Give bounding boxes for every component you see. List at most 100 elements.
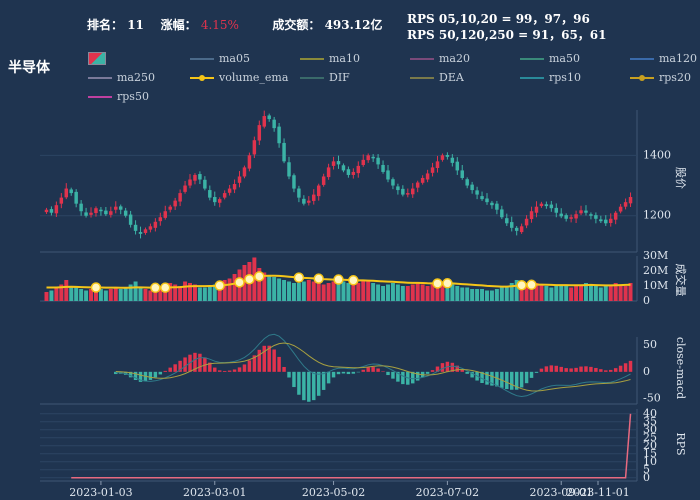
candle-body: [252, 140, 257, 155]
legend-item-ma250[interactable]: ma250: [88, 71, 155, 84]
macd-histogram-bar: [213, 367, 217, 372]
macd-histogram-bar: [302, 371, 306, 401]
volume-bar: [420, 284, 425, 301]
macd-histogram-bar: [628, 360, 633, 372]
volume-ema-marker: [234, 277, 245, 288]
macd-histogram-bar: [623, 363, 628, 372]
volume-bar: [475, 289, 480, 301]
candle-body: [500, 209, 504, 218]
macd-histogram-bar: [232, 369, 237, 372]
volume-ema-marker: [313, 273, 324, 284]
candle-body: [529, 211, 534, 220]
macd-histogram-bar: [247, 360, 252, 372]
volume-bar: [390, 283, 395, 301]
macd-histogram-bar: [584, 366, 588, 372]
volume-bar: [287, 281, 291, 301]
candle-body: [356, 165, 361, 174]
candle-body: [138, 232, 143, 234]
volume-bar: [79, 289, 84, 301]
rps-tick-label: 5: [643, 463, 650, 476]
volume-bar: [450, 284, 455, 301]
candle-body: [455, 161, 460, 171]
legend-item-volume_ema[interactable]: volume_ema: [190, 71, 288, 84]
macd-histogram-bar: [505, 371, 509, 390]
price-tick-label: 1400: [643, 148, 671, 161]
volume-bar: [376, 284, 381, 301]
candle-body: [64, 188, 69, 198]
volume-ema-marker: [432, 278, 443, 289]
macd-histogram-bar: [554, 365, 559, 372]
candle-body: [99, 209, 103, 212]
candle-body: [336, 161, 341, 165]
macd-histogram-bar: [613, 368, 618, 372]
volume-tick-label: 20M: [643, 264, 668, 277]
legend-swatch: [190, 74, 214, 81]
candle-body: [460, 170, 464, 178]
volume-bar: [207, 286, 212, 301]
volume-bar: [103, 290, 108, 301]
volume-bar: [222, 280, 227, 301]
volume-bar: [232, 274, 237, 301]
macd-histogram-bar: [579, 366, 583, 372]
volume-bar: [301, 281, 306, 301]
candle-body: [475, 190, 479, 195]
macd-histogram-bar: [608, 369, 613, 372]
candle-body: [237, 176, 242, 183]
legend-item-ma20[interactable]: ma20: [410, 52, 470, 65]
volume-bar: [445, 283, 450, 301]
legend-item-rps10[interactable]: rps10: [520, 71, 581, 84]
legend-item-rps50[interactable]: rps50: [88, 90, 149, 103]
candle-body: [415, 182, 420, 188]
legend-item-ma10[interactable]: ma10: [300, 52, 360, 65]
volume-bar: [113, 287, 118, 301]
volume-bar: [197, 287, 202, 301]
legend-swatch: [300, 76, 324, 79]
volume-bar: [108, 289, 113, 301]
macd-histogram-bar: [227, 370, 232, 372]
candle-body: [425, 173, 430, 180]
legend-swatch: [520, 76, 544, 79]
volume-bar: [98, 289, 103, 301]
legend-item-DEA[interactable]: DEA: [410, 71, 464, 84]
macd-histogram-bar: [519, 371, 524, 388]
legend-swatch: [88, 76, 112, 79]
macd-histogram-bar: [396, 371, 400, 382]
macd-histogram-bar: [148, 371, 153, 380]
candle-body: [198, 174, 202, 180]
macd-dif-line: [115, 333, 631, 398]
macd-histogram-bar: [425, 371, 430, 374]
legend-item-rps20[interactable]: rps20: [630, 71, 691, 84]
legend-item-ma50[interactable]: ma50: [520, 52, 580, 65]
volume-bar: [405, 286, 410, 301]
candle-body: [579, 210, 583, 214]
legend-item-candle[interactable]: [88, 52, 106, 65]
volume-bar: [133, 281, 138, 301]
volume-bar: [559, 284, 564, 301]
legend-swatch: [190, 57, 214, 60]
volume-bar: [202, 287, 207, 301]
volume-ema-marker: [333, 274, 344, 285]
volume-bar: [118, 289, 123, 301]
rps50-line: [71, 413, 632, 479]
legend-item-ma120[interactable]: ma120: [630, 52, 697, 65]
macd-histogram-bar: [529, 371, 534, 378]
macd-histogram-bar: [222, 370, 227, 372]
volume-bar: [465, 287, 470, 301]
volume-bar: [54, 287, 59, 301]
macd-histogram-bar: [604, 370, 608, 372]
volume-bar: [544, 286, 549, 301]
candle-body: [193, 174, 197, 181]
x-tick-label: 2023-01-03: [69, 486, 132, 499]
volume-bar: [217, 283, 222, 301]
legend-swatch: [88, 52, 106, 65]
volume-bar: [499, 287, 504, 301]
volume-bar: [227, 278, 232, 301]
candle-body: [94, 208, 98, 214]
volume-bar: [583, 283, 588, 301]
legend-item-DIF[interactable]: DIF: [300, 71, 350, 84]
candle-body: [321, 176, 326, 185]
macd-histogram-bar: [480, 371, 484, 384]
macd-histogram-bar: [173, 364, 177, 372]
legend-item-ma05[interactable]: ma05: [190, 52, 250, 65]
macd-histogram-bar: [242, 364, 247, 372]
